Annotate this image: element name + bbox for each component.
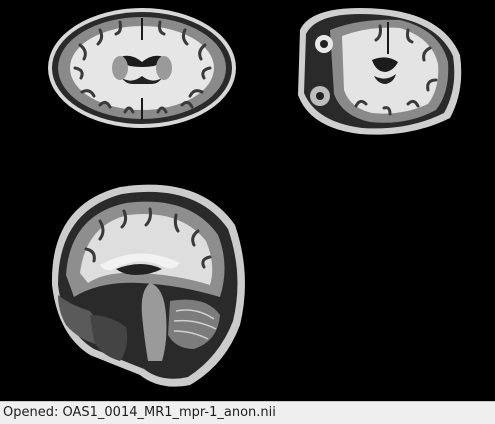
image-viewer[interactable] bbox=[0, 0, 495, 401]
status-message: Opened: OAS1_0014_MR1_mpr-1_anon.nii bbox=[3, 405, 276, 420]
coronal-view-pane[interactable] bbox=[290, 0, 470, 140]
axial-view-pane[interactable] bbox=[40, 0, 255, 140]
status-bar: Opened: OAS1_0014_MR1_mpr-1_anon.nii bbox=[0, 401, 495, 424]
axial-brain-slice bbox=[40, 8, 255, 140]
coronal-brain-slice bbox=[298, 8, 462, 135]
sagittal-brain-slice bbox=[51, 184, 245, 387]
sagittal-view-pane[interactable] bbox=[30, 165, 260, 395]
